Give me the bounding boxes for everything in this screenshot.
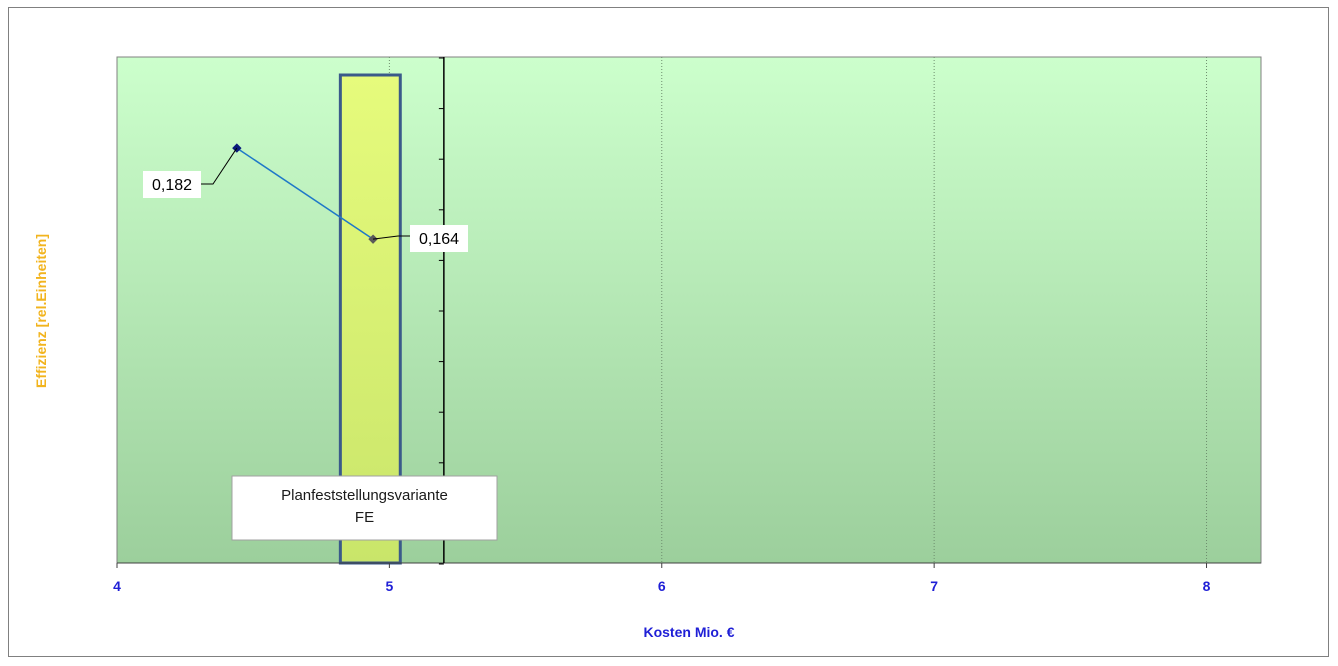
data-label-box-1 xyxy=(410,225,468,252)
data-label-0: 0,182 xyxy=(152,177,192,194)
band-label-box xyxy=(231,475,498,541)
x-tick-label-7: 7 xyxy=(930,578,938,594)
band-label-line-0: Planfeststellungsvariante xyxy=(281,487,448,504)
y-axis-title: Effizienz [rel.Einheiten] xyxy=(33,234,49,388)
data-label-1: 0,164 xyxy=(419,231,459,248)
x-tick-label-6: 6 xyxy=(658,578,666,594)
band-label-line-1: FE xyxy=(355,509,374,526)
series-line xyxy=(236,147,374,240)
x-tick-label-4: 4 xyxy=(113,578,121,594)
data-label-box-0 xyxy=(143,171,201,198)
x-axis-title: Kosten Mio. € xyxy=(643,624,734,640)
x-tick-label-5: 5 xyxy=(385,578,393,594)
labels-group: 0,182 0,164 Planfeststellungsvariante FE xyxy=(143,147,498,541)
x-tick-label-8: 8 xyxy=(1203,578,1211,594)
data-label-leader-1 xyxy=(372,235,410,240)
data-label-leader-0 xyxy=(201,147,238,185)
